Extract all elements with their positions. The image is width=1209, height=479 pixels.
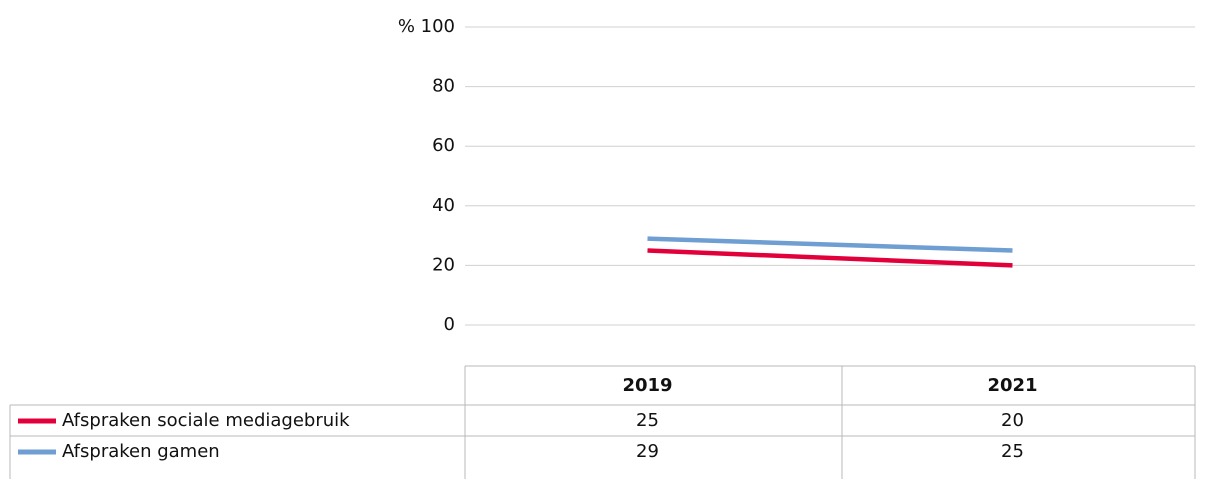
table-value: 29 bbox=[636, 441, 659, 462]
y-tick-label: 60 bbox=[432, 135, 455, 156]
y-tick-label: 20 bbox=[432, 254, 455, 275]
table-value: 25 bbox=[636, 410, 659, 431]
table-header: 2021 bbox=[987, 375, 1037, 396]
y-tick-label: % 100 bbox=[398, 16, 455, 37]
legend-label: Afspraken sociale mediagebruik bbox=[62, 410, 350, 431]
data-table-borders bbox=[9, 365, 1196, 479]
table-value: 25 bbox=[1001, 441, 1024, 462]
y-tick-label: 40 bbox=[432, 195, 455, 216]
y-tick-label: 80 bbox=[432, 76, 455, 97]
legend-label: Afspraken gamen bbox=[62, 441, 220, 462]
line-series bbox=[647, 236, 1013, 253]
y-tick-label: 0 bbox=[444, 314, 455, 335]
line-series bbox=[647, 248, 1013, 268]
table-header: 2019 bbox=[622, 375, 672, 396]
table-value: 20 bbox=[1001, 410, 1024, 431]
